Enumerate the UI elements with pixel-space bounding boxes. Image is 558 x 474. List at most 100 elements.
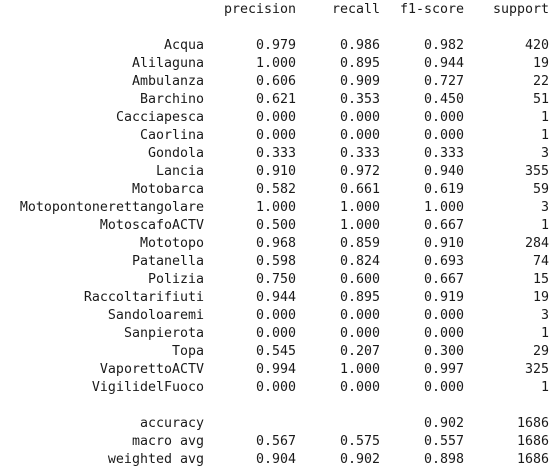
support-value: 1686 [516,452,549,467]
support-value: 19 [532,56,549,71]
row-label: Gondola [147,146,204,161]
support-value: 1 [540,326,549,341]
row-label: Motobarca [131,182,204,197]
precision-value: 0.606 [255,74,296,89]
row-label: VigilidelFuoco [91,380,204,395]
header-f1-score: f1-score [399,2,464,17]
support-value: 325 [524,362,549,377]
recall-value: 0.207 [339,344,380,359]
precision-value: 0.567 [255,434,296,449]
precision-value: 0.910 [255,164,296,179]
f1-score-value: 0.910 [423,236,464,251]
recall-value: 0.000 [339,308,380,323]
precision-value: 0.545 [255,344,296,359]
class-row: VaporettoACTV 0.994 1.000 0.997 325 [0,361,558,379]
f1-score-value: 0.997 [423,362,464,377]
row-label: accuracy [139,416,204,431]
f1-score-value: 0.693 [423,254,464,269]
recall-value: 0.000 [339,128,380,143]
f1-score-value: 0.727 [423,74,464,89]
recall-value: 0.895 [339,290,380,305]
class-row: Polizia 0.750 0.600 0.667 15 [0,271,558,289]
precision-value: 0.750 [255,272,296,287]
row-label: Caorlina [139,128,204,143]
f1-score-value: 0.000 [423,380,464,395]
support-value: 3 [540,146,549,161]
precision-value: 0.598 [255,254,296,269]
summary-row: weighted avg 0.904 0.902 0.898 1686 [0,451,558,469]
precision-value: 0.000 [255,380,296,395]
precision-value: 1.000 [255,56,296,71]
recall-value: 0.902 [339,452,380,467]
class-row: Raccoltarifiuti 0.944 0.895 0.919 19 [0,289,558,307]
f1-score-value: 1.000 [423,200,464,215]
row-label: Cacciapesca [115,110,204,125]
recall-value: 1.000 [339,362,380,377]
class-row: Caorlina 0.000 0.000 0.000 1 [0,127,558,145]
row-label: weighted avg [107,452,204,467]
row-label: Barchino [139,92,204,107]
support-value: 1686 [516,416,549,431]
class-row: Motopontonerettangolare 1.000 1.000 1.000 3 [0,199,558,217]
precision-value: 0.621 [255,92,296,107]
recall-value: 0.000 [339,326,380,341]
f1-score-value: 0.944 [423,56,464,71]
precision-value: 0.994 [255,362,296,377]
support-value: 1 [540,218,549,233]
precision-value: 0.582 [255,182,296,197]
row-label: Raccoltarifiuti [83,290,204,305]
precision-value: 0.000 [255,110,296,125]
f1-score-value: 0.000 [423,110,464,125]
support-value: 22 [532,74,549,89]
class-row: Sandoloaremi 0.000 0.000 0.000 3 [0,307,558,325]
recall-value: 0.909 [339,74,380,89]
recall-value: 0.661 [339,182,380,197]
row-label: MotoscafoACTV [99,218,204,233]
support-value: 15 [532,272,549,287]
class-row: Cacciapesca 0.000 0.000 0.000 1 [0,109,558,127]
precision-value: 0.000 [255,308,296,323]
class-row: Lancia 0.910 0.972 0.940 355 [0,163,558,181]
precision-value: 0.333 [255,146,296,161]
precision-value: 0.979 [255,38,296,53]
precision-value: 0.904 [255,452,296,467]
row-label: Mototopo [139,236,204,251]
row-label: Acqua [163,38,204,53]
row-label: Sandoloaremi [107,308,204,323]
class-row: Topa 0.545 0.207 0.300 29 [0,343,558,361]
header-row: precision recall f1-score support [0,1,558,19]
class-row: Ambulanza 0.606 0.909 0.727 22 [0,73,558,91]
recall-value: 0.859 [339,236,380,251]
row-label: Ambulanza [131,74,204,89]
f1-score-value: 0.450 [423,92,464,107]
class-row: Gondola 0.333 0.333 0.333 3 [0,145,558,163]
class-row: Sanpierota 0.000 0.000 0.000 1 [0,325,558,343]
recall-value: 0.824 [339,254,380,269]
row-label: VaporettoACTV [99,362,204,377]
precision-value: 0.000 [255,326,296,341]
header-recall: recall [331,2,380,17]
f1-score-value: 0.940 [423,164,464,179]
class-row: Patanella 0.598 0.824 0.693 74 [0,253,558,271]
class-row: Motobarca 0.582 0.661 0.619 59 [0,181,558,199]
support-value: 19 [532,290,549,305]
row-label: Topa [171,344,204,359]
recall-value: 1.000 [339,200,380,215]
f1-score-value: 0.333 [423,146,464,161]
row-label: macro avg [131,434,204,449]
precision-value: 0.944 [255,290,296,305]
class-row: VigilidelFuoco 0.000 0.000 0.000 1 [0,379,558,397]
f1-score-value: 0.667 [423,272,464,287]
row-label: Polizia [147,272,204,287]
support-value: 3 [540,200,549,215]
class-row: Alilaguna 1.000 0.895 0.944 19 [0,55,558,73]
class-row: Mototopo 0.968 0.859 0.910 284 [0,235,558,253]
class-row: Acqua 0.979 0.986 0.982 420 [0,37,558,55]
row-label: Sanpierota [123,326,204,341]
f1-score-value: 0.619 [423,182,464,197]
recall-value: 1.000 [339,218,380,233]
support-value: 1686 [516,434,549,449]
f1-score-value: 0.300 [423,344,464,359]
support-value: 1 [540,110,549,125]
